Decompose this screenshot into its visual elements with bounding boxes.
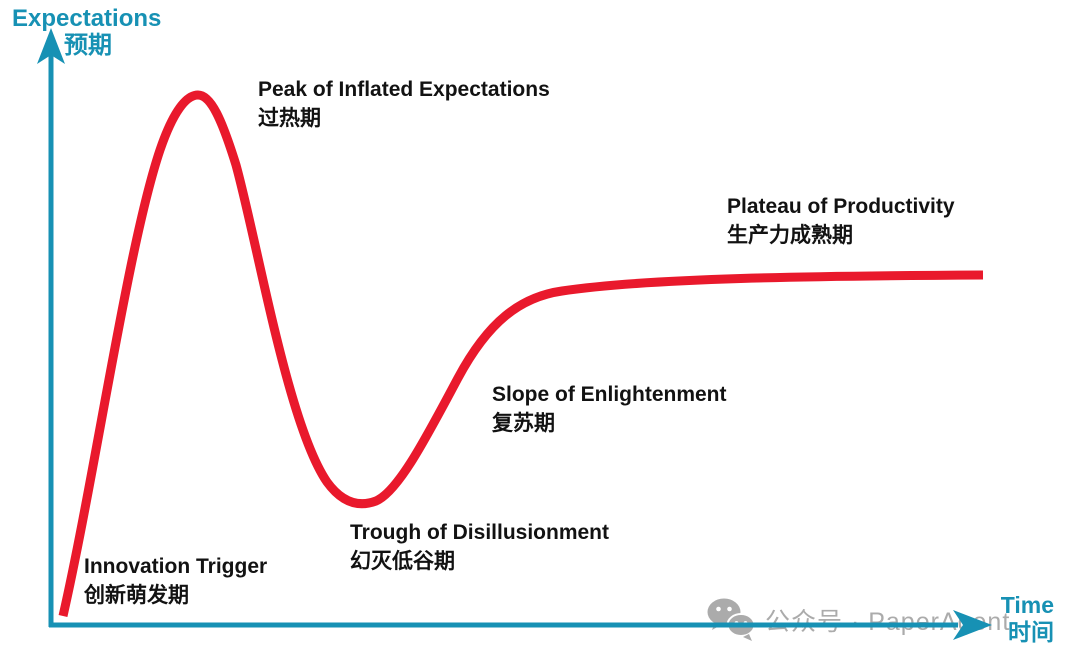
- phase-label-innovation-trigger-en: Innovation Trigger: [84, 555, 268, 578]
- phase-label-peak-en: Peak of Inflated Expectations: [258, 78, 550, 101]
- y-axis: [37, 28, 65, 627]
- x-axis-title-zh: 时间: [1008, 619, 1054, 646]
- phase-label-trough: Trough of Disillusionment 幻灭低谷期: [350, 519, 609, 577]
- phase-label-slope-en: Slope of Enlightenment: [492, 383, 727, 406]
- x-axis-arrow-icon: [953, 610, 992, 640]
- phase-label-trough-en: Trough of Disillusionment: [350, 521, 609, 544]
- phase-label-plateau-zh: 生产力成熟期: [727, 223, 853, 247]
- phase-label-plateau-en: Plateau of Productivity: [727, 195, 955, 218]
- x-axis-title: Time 时间: [1000, 592, 1054, 646]
- phase-label-peak-zh: 过热期: [258, 106, 321, 130]
- phase-label-plateau: Plateau of Productivity 生产力成熟期: [727, 193, 955, 251]
- x-axis-title-en: Time: [1000, 592, 1054, 618]
- x-axis: [49, 610, 992, 640]
- phase-label-trough-zh: 幻灭低谷期: [350, 549, 455, 573]
- phase-label-innovation-trigger: Innovation Trigger 创新萌发期: [84, 553, 267, 611]
- phase-label-slope: Slope of Enlightenment 复苏期: [492, 381, 727, 439]
- y-axis-arrow-icon: [37, 28, 65, 64]
- hype-curve: [58, 90, 984, 617]
- y-axis-title-en: Expectations: [12, 5, 162, 32]
- phase-label-peak: Peak of Inflated Expectations 过热期: [258, 76, 550, 134]
- phase-label-innovation-trigger-zh: 创新萌发期: [84, 583, 189, 607]
- y-axis-title-zh: 预期: [64, 32, 112, 59]
- phase-label-slope-zh: 复苏期: [492, 411, 555, 435]
